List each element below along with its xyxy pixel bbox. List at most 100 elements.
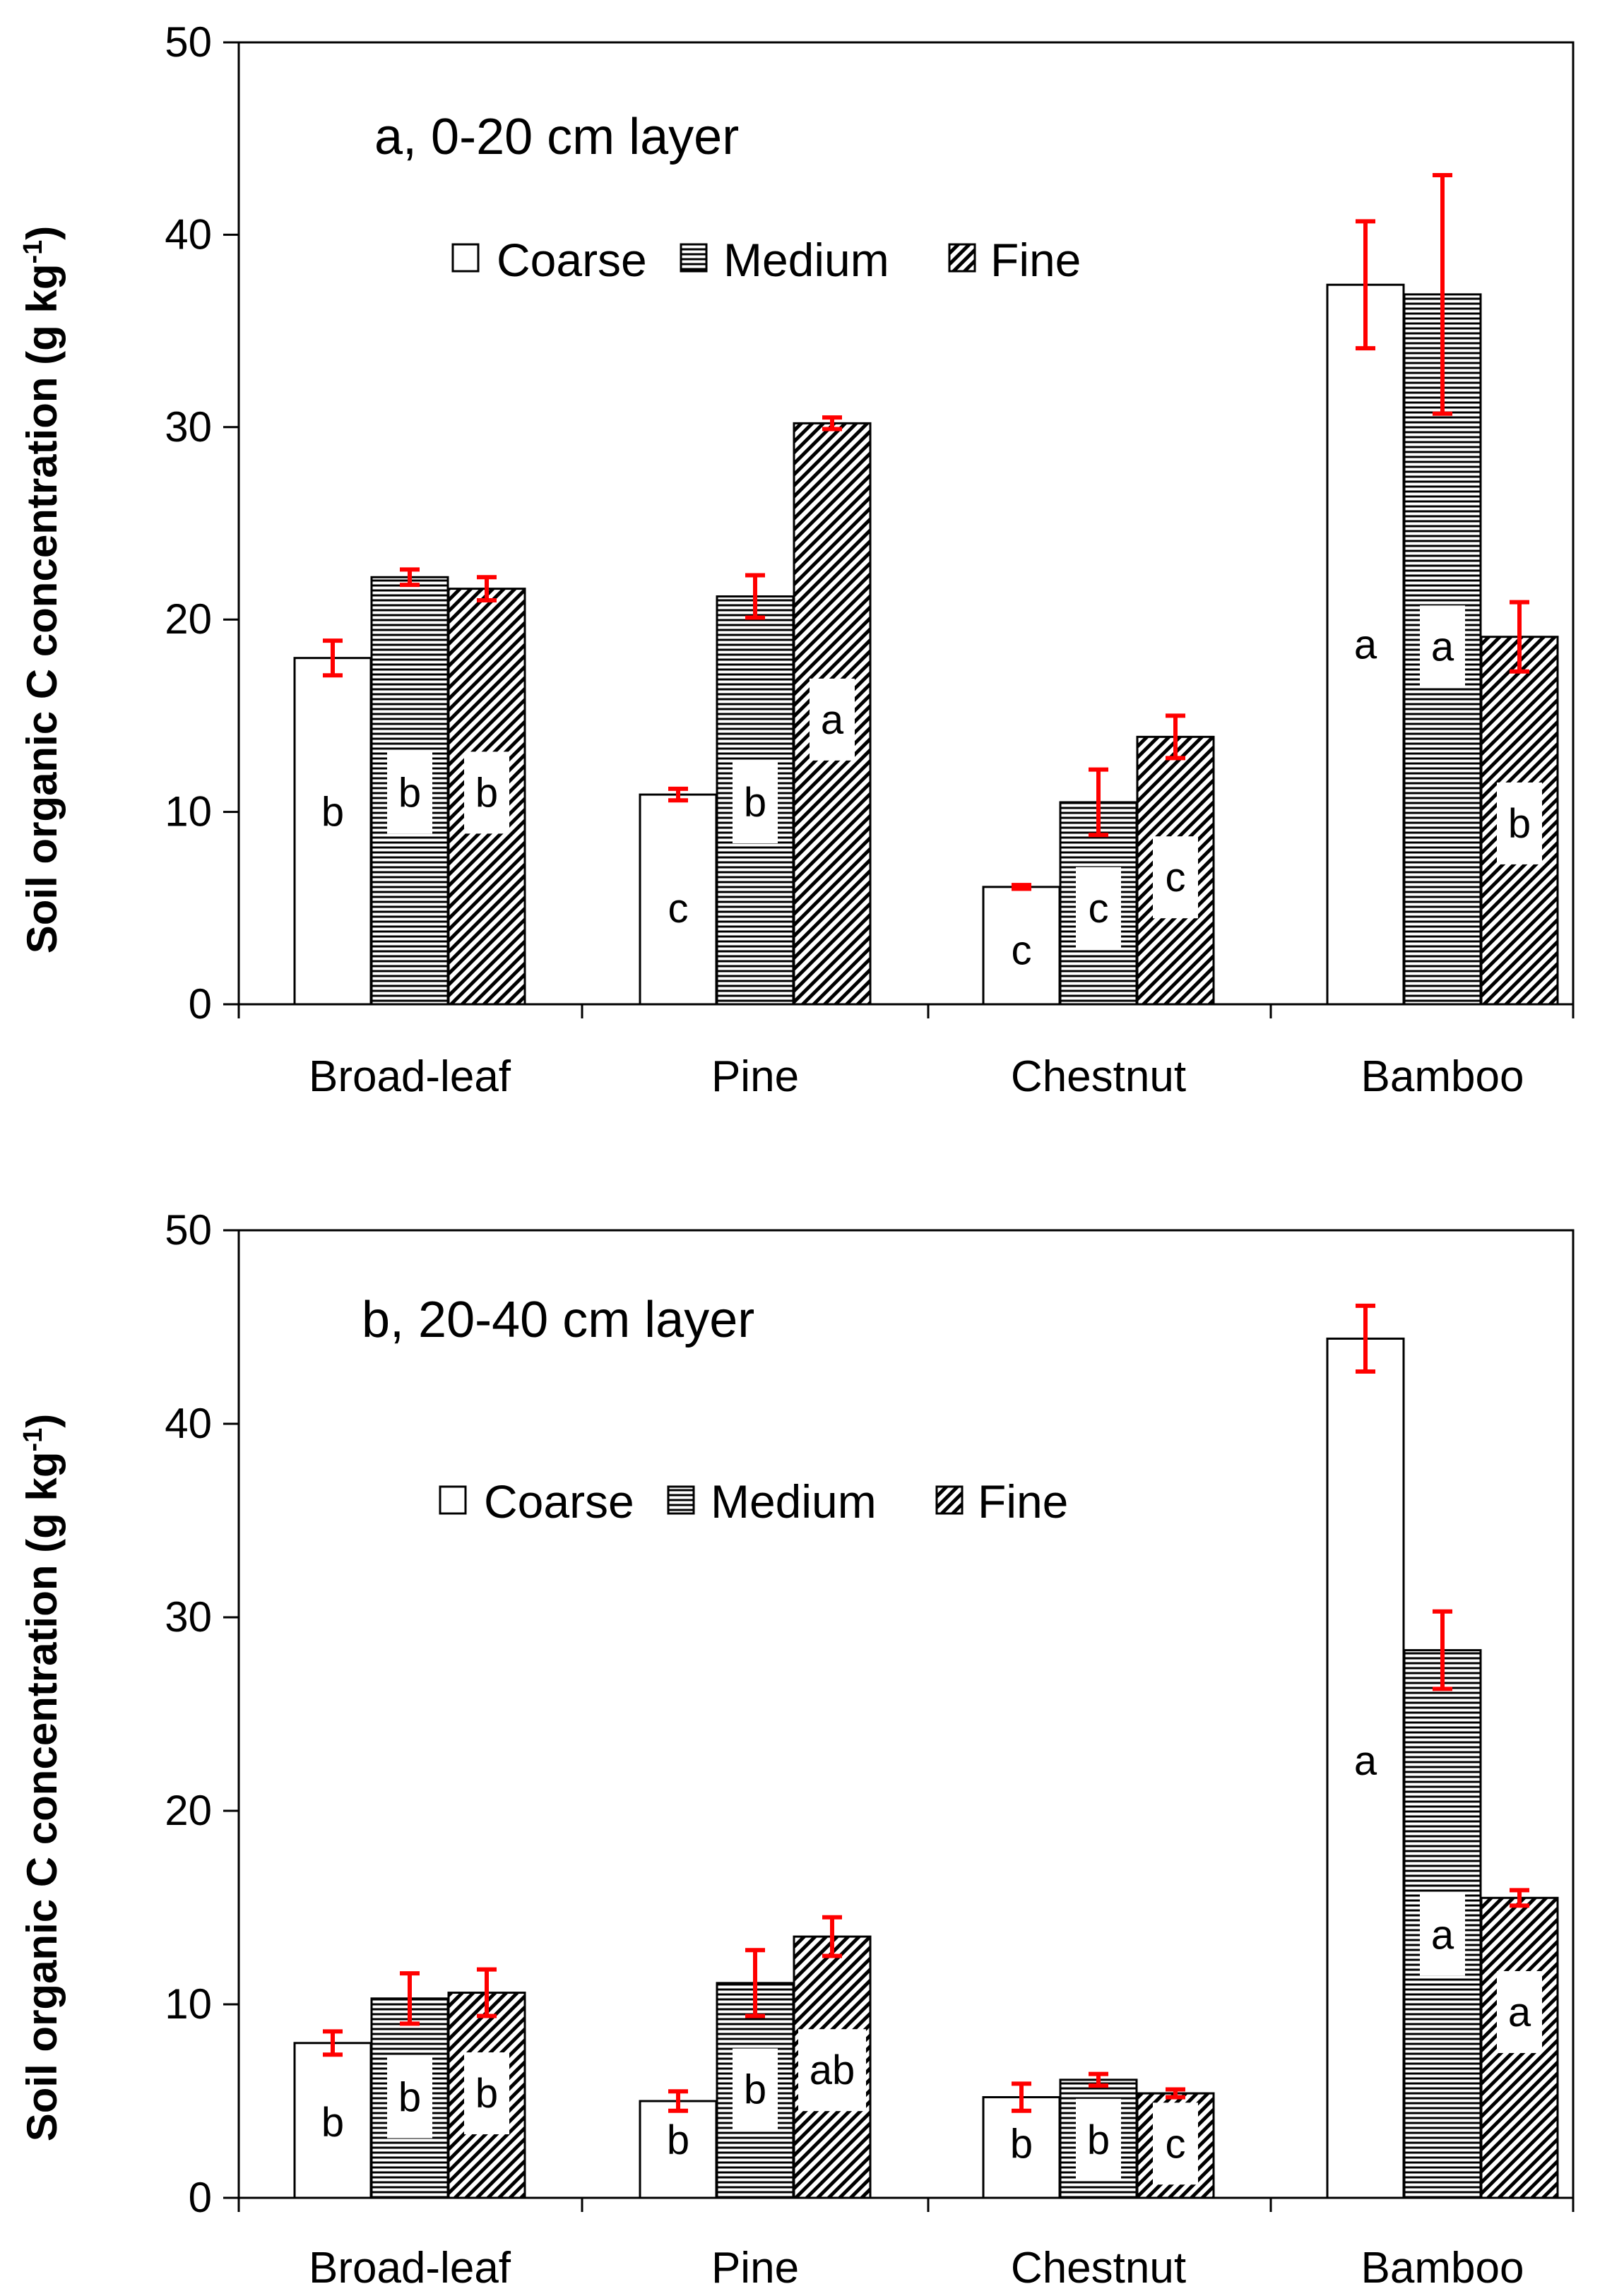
significance-letter: b: [321, 790, 344, 835]
x-category-label: Broad-leaf: [309, 2244, 511, 2292]
y-tick-label: 20: [165, 595, 212, 643]
panel-b-chart: 0 10 20 30 40 50 Broad-leaf Pine Chestnut Bamboo b…: [18, 1206, 1575, 2292]
error-bar: [400, 1971, 420, 2026]
significance-letter-bg: [1076, 2098, 1121, 2181]
error-bar: [1433, 172, 1452, 416]
y-tick-label: 10: [165, 788, 212, 835]
error-bar: [1356, 219, 1375, 351]
significance-letter-bg: [387, 2056, 432, 2139]
significance-letter: a: [1354, 1738, 1377, 1784]
significance-letter: c: [1089, 886, 1109, 932]
error-bar: [1012, 2081, 1031, 2113]
y-tick-label: 40: [165, 210, 212, 258]
error-bar: [323, 2029, 343, 2057]
y-tick-label: 30: [165, 403, 212, 451]
significance-letter-bg: [1497, 1970, 1542, 2053]
y-tick-label: 30: [165, 1593, 212, 1641]
error-bar: [745, 573, 765, 620]
significance-letter: c: [1012, 928, 1032, 974]
plot-frame: [237, 41, 1575, 1006]
legend-medium-label: Medium: [723, 234, 889, 286]
error-bar: [1356, 1303, 1375, 1374]
significance-letter: b: [744, 2067, 766, 2113]
legend-medium-swatch: [680, 243, 708, 273]
error-bar: [477, 575, 497, 602]
y-tick-label: 40: [165, 1400, 212, 1447]
error-bar: [745, 1948, 765, 2018]
significance-letter: b: [475, 770, 498, 816]
error-bar: [323, 638, 343, 678]
significance-letter: c: [1166, 855, 1186, 900]
x-category-label: Bamboo: [1361, 1052, 1524, 1101]
significance-letter-bg: [464, 751, 509, 834]
error-bar: [1012, 883, 1031, 891]
significance-letter-bg: [1076, 867, 1121, 949]
significance-letter-bg: [387, 751, 432, 834]
panel-a-legend: Coarse Medium Fine: [451, 234, 1081, 286]
x-category-label: Pine: [711, 2244, 799, 2292]
significance-letter-bg: [733, 2048, 778, 2131]
panel-b-y-axis-label: Soil organic C concentration (g kg-1): [18, 1414, 66, 2142]
significance-letter-bg: [810, 678, 855, 761]
error-bar: [1433, 1609, 1452, 1691]
error-bar: [822, 1915, 842, 1958]
significance-letter: b: [321, 2100, 344, 2146]
x-category-label: Pine: [711, 1052, 799, 1101]
error-bar: [1089, 2071, 1108, 2088]
y-tick-label: 0: [189, 980, 212, 1028]
x-category-label: Bamboo: [1361, 2244, 1524, 2292]
legend-coarse-label: Coarse: [497, 234, 647, 286]
significance-letter: b: [1087, 2117, 1110, 2163]
significance-letter-bg: [798, 2029, 866, 2112]
panel-a-title: a, 0-20 cm layer: [374, 109, 739, 165]
significance-letter-bg: [1420, 605, 1465, 688]
significance-letter: b: [398, 2075, 421, 2121]
error-bar: [1089, 767, 1108, 838]
error-bar: [822, 415, 842, 432]
significance-letter-bg: [733, 761, 778, 843]
error-bar: [477, 1967, 497, 2018]
error-bar: [668, 2089, 688, 2113]
error-bar: [1166, 713, 1185, 761]
legend-fine-label: Fine: [978, 1475, 1068, 1528]
significance-letter: b: [1010, 2121, 1033, 2167]
significance-letter: b: [744, 780, 766, 826]
legend-coarse-label: Coarse: [484, 1475, 634, 1528]
panel-a-y-axis-label: Soil organic C concentration (g kg-1): [18, 226, 66, 954]
legend-medium-swatch: [667, 1485, 695, 1515]
y-tick-label: 50: [165, 1206, 212, 1254]
legend-fine-label: Fine: [990, 234, 1081, 286]
y-tick-label: 0: [189, 2174, 212, 2221]
x-category-label: Chestnut: [1011, 2244, 1186, 2292]
error-bar: [1510, 1888, 1529, 1908]
legend-fine-swatch: [948, 243, 976, 273]
significance-letter: b: [667, 2117, 689, 2163]
error-bar: [400, 567, 420, 588]
error-bar: [668, 786, 688, 803]
significance-letter: a: [1431, 624, 1454, 670]
significance-letter-bg: [1420, 1893, 1465, 1976]
significance-letter: a: [1354, 622, 1377, 668]
significance-letter: b: [475, 2071, 498, 2117]
x-category-label: Chestnut: [1011, 1052, 1186, 1101]
panel-b-title: b, 20-40 cm layer: [362, 1292, 754, 1348]
y-tick-label: 10: [165, 1980, 212, 2028]
significance-letter-bg: [1153, 2102, 1198, 2185]
y-tick-label: 50: [165, 18, 212, 66]
significance-letter: a: [1431, 1912, 1454, 1958]
legend-medium-label: Medium: [711, 1475, 877, 1528]
panel-a-chart: 0 10 20 30 40 50 Broad-leaf Pine Chestnut Bamboo b…: [18, 18, 1575, 1101]
significance-letter: c: [1166, 2121, 1186, 2167]
legend-fine-swatch: [935, 1485, 964, 1515]
significance-letter: a: [1508, 1989, 1531, 2035]
legend-coarse-swatch: [439, 1485, 467, 1515]
bar-coarse: [1326, 1337, 1405, 2199]
significance-letter: a: [821, 697, 844, 743]
bar-coarse: [293, 657, 372, 1006]
panel-b-legend: Coarse Medium Fine: [439, 1475, 1068, 1528]
significance-letter-bg: [1153, 836, 1198, 919]
significance-letter-bg: [1497, 782, 1542, 864]
x-category-label: Broad-leaf: [309, 1052, 511, 1101]
significance-letter-bg: [464, 2052, 509, 2135]
